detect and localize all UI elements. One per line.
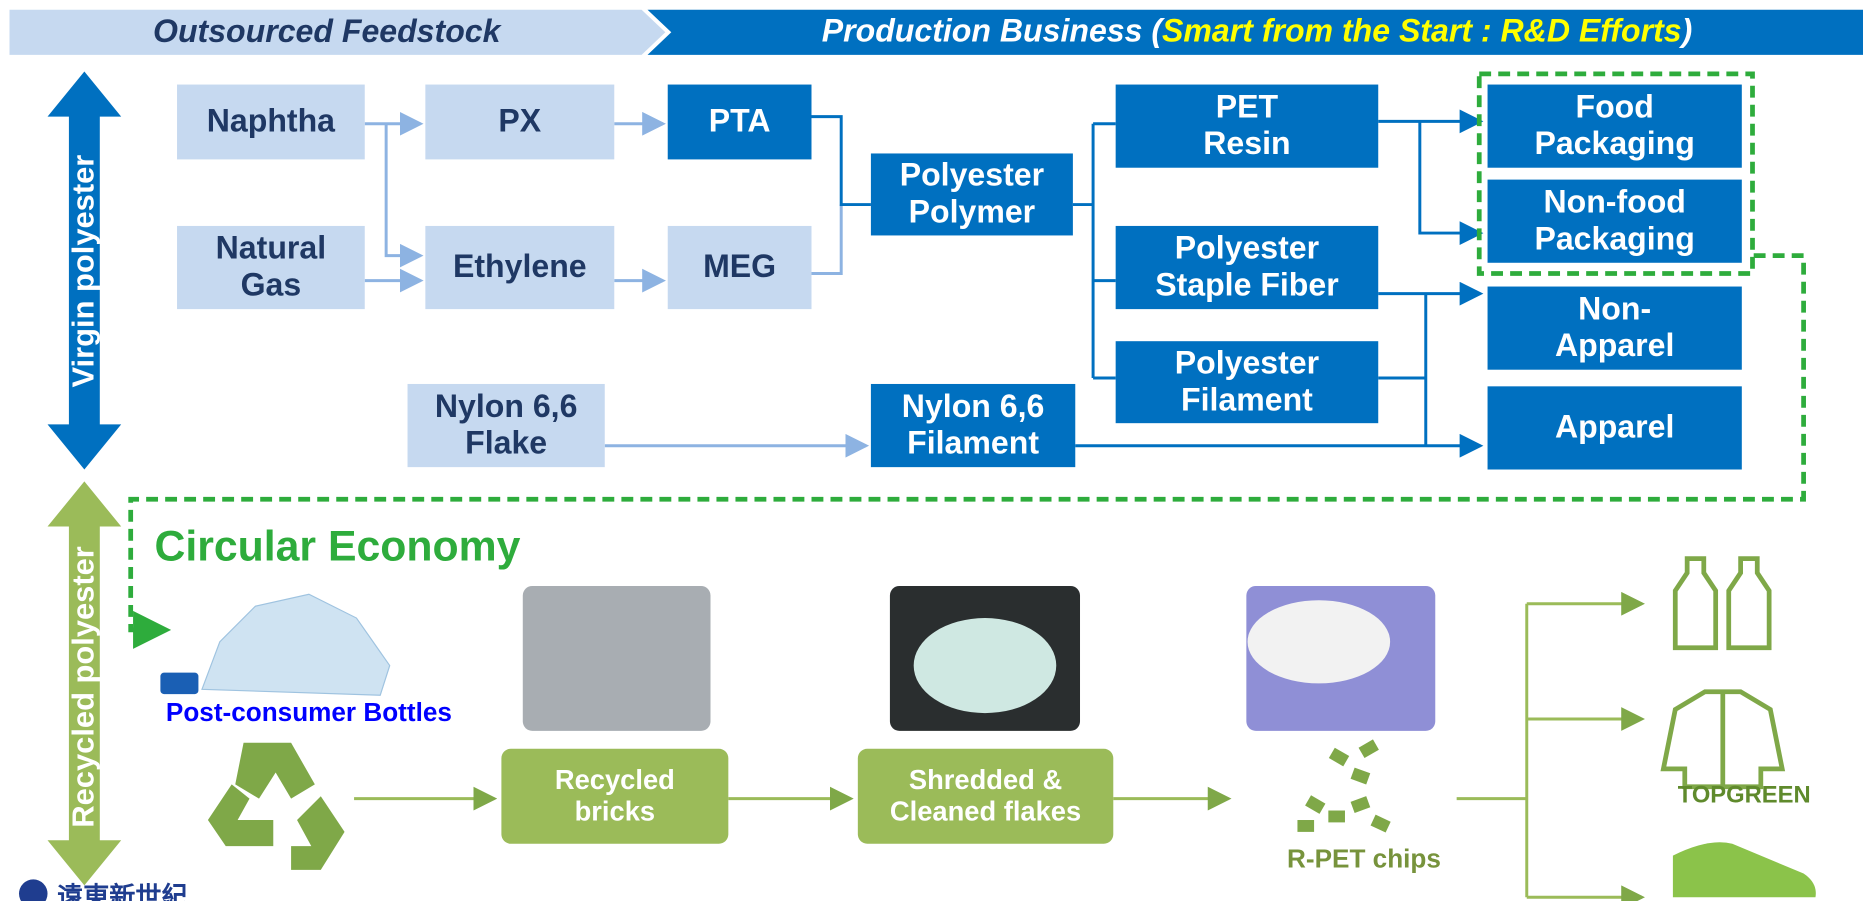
jacket-icon [1660, 689, 1786, 790]
header-right: Production Business (Smart from the Star… [822, 13, 1693, 49]
bottles-photo [160, 593, 391, 696]
node-box [1487, 84, 1742, 168]
node-box [1487, 386, 1742, 470]
bricks-photo [522, 585, 711, 731]
header-right-prefix: Production Business ( [822, 13, 1166, 49]
node-label: Polyester [1175, 230, 1319, 266]
node-label: PET [1216, 88, 1279, 124]
side-label: Recycled polyester [66, 546, 101, 827]
node-box [1115, 341, 1379, 424]
node-box [667, 225, 812, 310]
flakes-pile [913, 618, 1057, 714]
circular-title: Circular Economy [154, 522, 520, 570]
node-label: Non- [1578, 290, 1651, 326]
node-label: Filament [1181, 381, 1313, 417]
node-box [1487, 286, 1742, 370]
virgin-arrow [47, 71, 122, 470]
connector [811, 204, 843, 275]
node-box [870, 153, 1073, 236]
connector [384, 123, 424, 268]
node-label: Naphtha [207, 103, 336, 139]
node-label: Shredded & [909, 764, 1062, 795]
node-label: Ethylene [453, 248, 587, 284]
node-label: Food [1576, 88, 1654, 124]
node-label: Recycled [555, 764, 675, 795]
node-box [177, 84, 365, 160]
node-label: Nylon 6,6 [902, 388, 1045, 424]
node-label: Gas [241, 267, 302, 303]
logo-text: 遠東新世紀 [57, 881, 188, 901]
header-band-right [647, 9, 1863, 55]
node-label: PX [498, 103, 541, 139]
side-label: Virgin polyester [66, 155, 101, 388]
packaging-group [1476, 71, 1755, 276]
node-box [501, 748, 729, 844]
node-box [425, 84, 615, 160]
recycle-icon [207, 742, 345, 870]
node-box [1115, 225, 1379, 310]
chips-label: R-PET chips [1287, 843, 1441, 873]
node-label: Resin [1203, 125, 1290, 161]
connector [1418, 121, 1484, 245]
shoe-icon [1672, 842, 1816, 898]
node-label: MEG [703, 248, 776, 284]
node-label: Polyester [1175, 344, 1319, 380]
node-box [870, 383, 1076, 468]
brand-label: TOPGREEN [1678, 782, 1811, 809]
node-label: Staple Fiber [1155, 267, 1339, 303]
node-box [1487, 179, 1742, 263]
bottles-label: Post-consumer Bottles [166, 697, 452, 727]
node-label: PTA [709, 103, 771, 139]
chips-icon [1297, 739, 1391, 833]
connector [1072, 122, 1116, 380]
node-label: Flake [465, 425, 547, 461]
node-label: Nylon 6,6 [435, 388, 578, 424]
header-highlight: Smart from the Start : R&D Efforts [1162, 13, 1682, 49]
header-right-suffix: ) [1679, 13, 1693, 49]
node-box [667, 84, 812, 160]
node-box [857, 748, 1114, 844]
node-label: Filament [907, 425, 1039, 461]
header-left: Outsourced Feedstock [153, 13, 503, 49]
node-label: Apparel [1555, 409, 1674, 445]
node-label: Packaging [1534, 220, 1694, 256]
node-label: Polyester [900, 157, 1044, 193]
recycled-arrow [47, 481, 122, 886]
connector [811, 115, 871, 207]
connector [1378, 293, 1428, 446]
node-label: bricks [575, 795, 655, 826]
logo-mark [19, 879, 48, 901]
connector [1456, 603, 1529, 898]
node-label: Apparel [1555, 327, 1674, 363]
node-label: Packaging [1534, 125, 1694, 161]
node-box [1115, 84, 1379, 168]
chips-pile [1247, 600, 1391, 684]
node-label: Cleaned flakes [890, 795, 1081, 826]
node-box [407, 383, 605, 468]
node-label: Polymer [909, 194, 1036, 230]
node-box [425, 225, 615, 310]
bottle-icon [1672, 556, 1772, 651]
node-label: Non-food [1543, 183, 1685, 219]
node-label: Natural [216, 230, 326, 266]
header-band-left [9, 9, 666, 55]
node-box [177, 225, 365, 310]
